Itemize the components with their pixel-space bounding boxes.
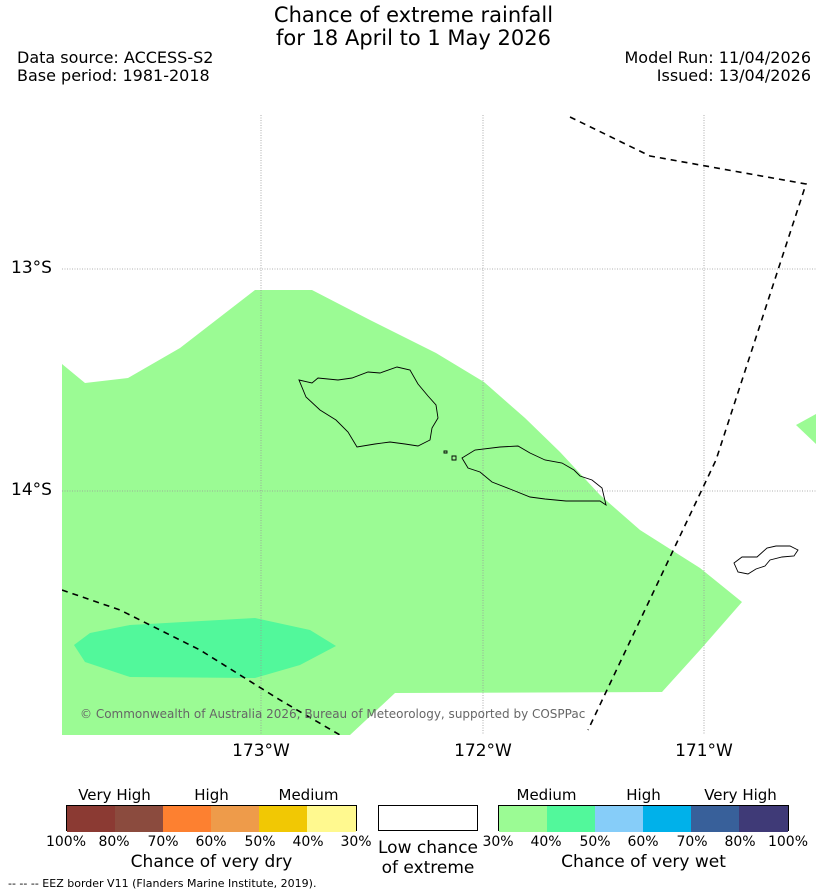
dry-swatch [259, 806, 308, 832]
low-chance-caption-line2: of extreme [381, 858, 475, 878]
wet-swatch [691, 806, 740, 832]
low-chance-swatch [378, 805, 478, 831]
eez-border [62, 116, 808, 735]
wet-tick: 40% [530, 834, 562, 850]
wet-tick: 60% [627, 834, 659, 850]
copyright-notice: © Commonwealth of Australia 2026, Bureau… [80, 707, 586, 721]
model-run-label: Model Run: 11/04/2026 [624, 48, 812, 67]
tutuila-island-outline [733, 545, 799, 575]
map-title-line2: for 18 April to 1 May 2026 [276, 26, 551, 50]
wet-caption: Chance of very wet [561, 852, 726, 872]
wet-swatch [499, 806, 548, 832]
wet-tick: 100% [767, 834, 809, 850]
lat-label-14s: 14°S [11, 480, 52, 500]
dry-swatch [211, 806, 260, 832]
dry-tick: 30% [340, 834, 372, 850]
wet-colorbar [498, 805, 789, 832]
medium-wet-region-east [796, 414, 816, 444]
wet-tick: 70% [676, 834, 708, 850]
wet-swatch [595, 806, 644, 832]
apolima-islet-outline [443, 450, 448, 454]
upolu-island-outline [461, 445, 607, 507]
wet-heading-very-high: Very High [704, 786, 777, 804]
dry-heading-high: High [194, 786, 229, 804]
dry-tick: 100% [45, 834, 87, 850]
wet-tick: 80% [724, 834, 756, 850]
dry-colorbar [66, 805, 357, 832]
issued-date-label: Issued: 13/04/2026 [656, 66, 811, 85]
lat-label-13s: 13°S [11, 258, 52, 278]
dry-tick: 40% [292, 834, 324, 850]
wet-tick: 30% [482, 834, 514, 850]
savaii-island-outline [298, 366, 439, 448]
dry-heading-very-high: Very High [78, 786, 151, 804]
dry-swatch [67, 806, 116, 832]
eez-border-note: -- -- -- EEZ border V11 (Flanders Marine… [8, 877, 317, 890]
low-chance-caption-line1: Low chance [378, 838, 478, 858]
map-title-line1: Chance of extreme rainfall [273, 3, 554, 27]
dry-caption: Chance of very dry [130, 852, 293, 872]
wet-swatch [643, 806, 692, 832]
dry-tick: 80% [98, 834, 130, 850]
base-period-label: Base period: 1981-2018 [17, 66, 210, 85]
lon-label-172w: 172°W [454, 741, 512, 761]
dry-tick: 70% [147, 834, 179, 850]
wet-swatch [739, 806, 788, 832]
wet-heading-high: High [626, 786, 661, 804]
wet-heading-medium: Medium [516, 786, 577, 804]
high-wet-region [74, 618, 336, 678]
wet-swatch [547, 806, 596, 832]
dry-heading-medium: Medium [278, 786, 339, 804]
dry-tick: 50% [244, 834, 276, 850]
rainfall-map [62, 115, 816, 735]
island-outlines [298, 366, 799, 575]
lon-label-171w: 171°W [675, 741, 733, 761]
lon-label-173w: 173°W [232, 741, 290, 761]
dry-tick: 60% [195, 834, 227, 850]
data-source-label: Data source: ACCESS-S2 [17, 48, 214, 67]
wet-tick: 50% [579, 834, 611, 850]
dry-swatch [307, 806, 356, 832]
dry-swatch [115, 806, 164, 832]
graticule [62, 115, 816, 735]
dry-swatch [163, 806, 212, 832]
manono-islet-outline [451, 455, 457, 461]
